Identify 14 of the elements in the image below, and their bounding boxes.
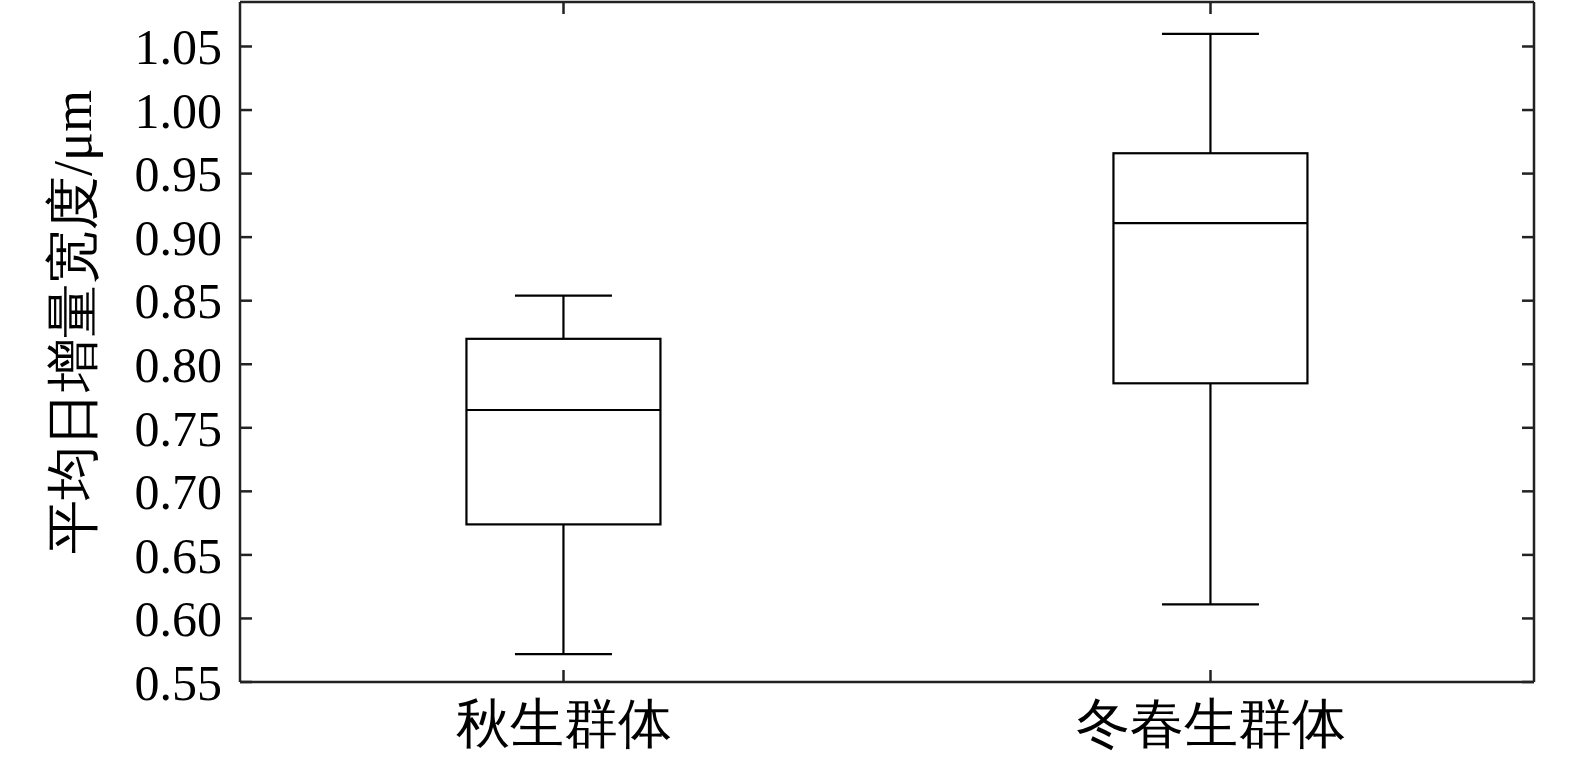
y-tick-label: 0.80 [134, 336, 222, 393]
y-tick-label: 0.70 [134, 464, 222, 521]
y-tick-label: 0.90 [134, 209, 222, 266]
y-tick-label: 0.85 [134, 273, 222, 330]
y-tick-label: 0.75 [134, 400, 222, 457]
y-axis-title: 平均日增量宽度/μm [43, 90, 104, 554]
x-tick-label: 秋生群体 [455, 694, 672, 755]
y-tick-label: 0.95 [134, 146, 222, 203]
y-tick-label: 0.55 [134, 654, 222, 711]
x-tick-label: 冬春生群体 [1075, 694, 1346, 755]
y-tick-label: 0.60 [134, 591, 222, 648]
y-tick-label: 1.05 [134, 19, 222, 76]
y-tick-label: 1.00 [134, 82, 222, 139]
y-tick-label: 0.65 [134, 527, 222, 584]
